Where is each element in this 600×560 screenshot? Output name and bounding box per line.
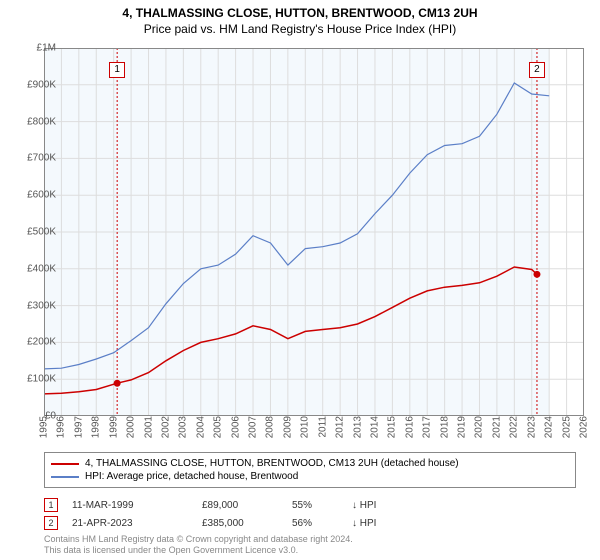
x-tick-label: 1996 xyxy=(56,416,67,438)
legend-label: HPI: Average price, detached house, Bren… xyxy=(85,471,298,482)
legend-swatch xyxy=(51,476,79,478)
transaction-table: 1 11-MAR-1999£89,00055%↓ HPI 2 21-APR-2023£… xyxy=(44,496,376,532)
chart-svg xyxy=(44,48,584,416)
x-tick-label: 2008 xyxy=(265,416,276,438)
x-tick-label: 2001 xyxy=(143,416,154,438)
y-tick-label: £500K xyxy=(16,227,56,238)
x-tick-label: 2003 xyxy=(178,416,189,438)
x-tick-label: 2021 xyxy=(491,416,502,438)
transaction-vs-hpi: ↓ HPI xyxy=(352,500,376,511)
x-tick-label: 2006 xyxy=(230,416,241,438)
x-tick-label: 1998 xyxy=(91,416,102,438)
x-tick-label: 2019 xyxy=(457,416,468,438)
transaction-pct: 55% xyxy=(292,500,352,511)
transaction-pct: 56% xyxy=(292,518,352,529)
x-tick-label: 2025 xyxy=(561,416,572,438)
x-tick-label: 2013 xyxy=(352,416,363,438)
x-tick-label: 2014 xyxy=(369,416,380,438)
footer-line-1: Contains HM Land Registry data © Crown c… xyxy=(44,534,353,545)
marker-callout: 1 xyxy=(109,62,125,78)
title-block: 4, THALMASSING CLOSE, HUTTON, BRENTWOOD,… xyxy=(0,0,600,36)
x-tick-label: 2005 xyxy=(213,416,224,438)
chart-container: 4, THALMASSING CLOSE, HUTTON, BRENTWOOD,… xyxy=(0,0,600,560)
x-tick-label: 2016 xyxy=(404,416,415,438)
title-sub: Price paid vs. HM Land Registry's House … xyxy=(0,22,600,36)
y-tick-label: £800K xyxy=(16,116,56,127)
x-tick-label: 2002 xyxy=(160,416,171,438)
x-tick-label: 2023 xyxy=(526,416,537,438)
transaction-date: 21-APR-2023 xyxy=(72,518,202,529)
x-tick-label: 2015 xyxy=(387,416,398,438)
transaction-row: 1 11-MAR-1999£89,00055%↓ HPI xyxy=(44,496,376,514)
x-tick-label: 2017 xyxy=(422,416,433,438)
y-tick-label: £0 xyxy=(16,411,56,422)
x-tick-label: 2026 xyxy=(579,416,590,438)
x-tick-label: 2024 xyxy=(544,416,555,438)
title-main: 4, THALMASSING CLOSE, HUTTON, BRENTWOOD,… xyxy=(0,6,600,20)
transaction-price: £89,000 xyxy=(202,500,292,511)
legend-item: 4, THALMASSING CLOSE, HUTTON, BRENTWOOD,… xyxy=(51,457,569,470)
x-tick-label: 1999 xyxy=(108,416,119,438)
x-tick-label: 2007 xyxy=(248,416,259,438)
x-tick-label: 2018 xyxy=(439,416,450,438)
transaction-date: 11-MAR-1999 xyxy=(72,500,202,511)
x-tick-label: 2011 xyxy=(317,416,328,438)
footer-line-2: This data is licensed under the Open Gov… xyxy=(44,545,353,556)
y-tick-label: £600K xyxy=(16,190,56,201)
x-tick-label: 2022 xyxy=(509,416,520,438)
transaction-vs-hpi: ↓ HPI xyxy=(352,518,376,529)
x-tick-label: 2020 xyxy=(474,416,485,438)
legend: 4, THALMASSING CLOSE, HUTTON, BRENTWOOD,… xyxy=(44,452,576,488)
y-tick-label: £700K xyxy=(16,153,56,164)
legend-item: HPI: Average price, detached house, Bren… xyxy=(51,470,569,483)
y-tick-label: £300K xyxy=(16,300,56,311)
x-tick-label: 2012 xyxy=(335,416,346,438)
legend-swatch xyxy=(51,463,79,465)
x-tick-label: 1995 xyxy=(39,416,50,438)
chart-area xyxy=(44,48,584,416)
transaction-marker: 2 xyxy=(44,516,58,530)
y-tick-label: £400K xyxy=(16,263,56,274)
x-tick-label: 1997 xyxy=(73,416,84,438)
y-tick-label: £1M xyxy=(16,43,56,54)
y-tick-label: £900K xyxy=(16,79,56,90)
legend-label: 4, THALMASSING CLOSE, HUTTON, BRENTWOOD,… xyxy=(85,458,459,469)
x-tick-label: 2009 xyxy=(282,416,293,438)
transaction-row: 2 21-APR-2023£385,00056%↓ HPI xyxy=(44,514,376,532)
marker-callout: 2 xyxy=(529,62,545,78)
x-tick-label: 2004 xyxy=(195,416,206,438)
x-tick-label: 2000 xyxy=(126,416,137,438)
transaction-marker: 1 xyxy=(44,498,58,512)
x-tick-label: 2010 xyxy=(300,416,311,438)
y-tick-label: £200K xyxy=(16,337,56,348)
transaction-price: £385,000 xyxy=(202,518,292,529)
footer-attribution: Contains HM Land Registry data © Crown c… xyxy=(44,534,353,556)
y-tick-label: £100K xyxy=(16,374,56,385)
